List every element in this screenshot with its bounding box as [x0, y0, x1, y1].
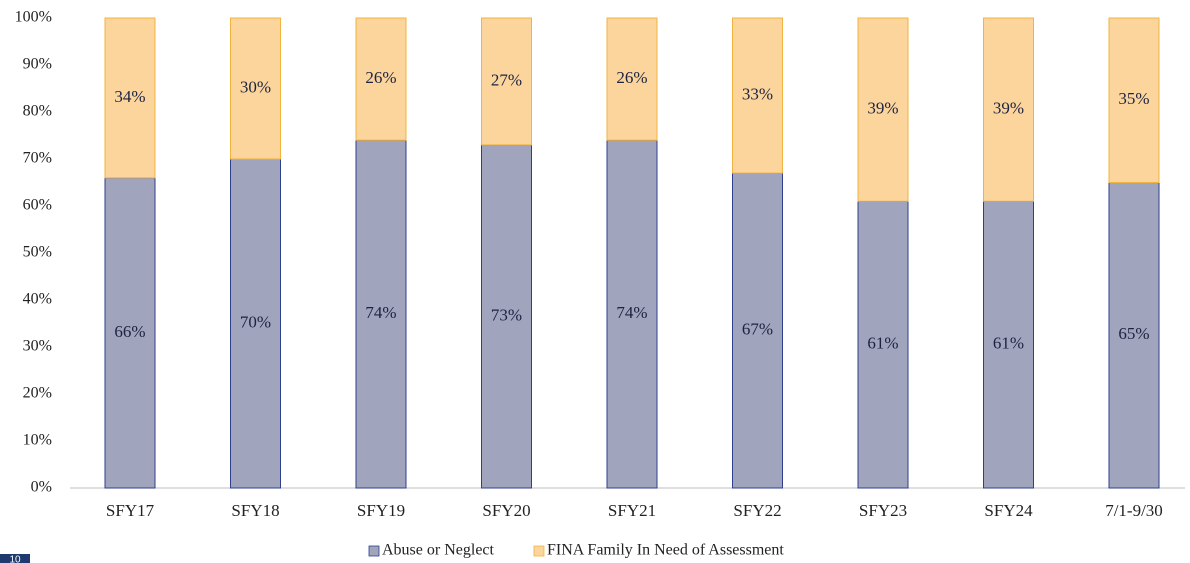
y-tick-label: 0%	[31, 479, 52, 496]
value-label: 70%	[240, 312, 271, 331]
x-tick-label: SFY19	[357, 501, 405, 520]
bar-segment	[732, 172, 783, 489]
x-tick-label: 7/1-9/30	[1105, 501, 1163, 520]
x-tick-label: SFY21	[608, 501, 656, 520]
legend-swatch	[368, 545, 380, 557]
y-tick-label: 90%	[23, 56, 52, 73]
bar-segment	[606, 139, 658, 489]
value-label: 34%	[114, 87, 145, 106]
y-tick-label: 50%	[23, 244, 52, 261]
y-tick-label: 70%	[23, 150, 52, 167]
bar-segment	[355, 17, 407, 141]
bar-segment	[230, 17, 281, 160]
y-tick-label: 80%	[23, 103, 52, 120]
value-label: 61%	[867, 334, 898, 353]
bar-segment	[104, 17, 156, 179]
value-label: 61%	[993, 334, 1024, 353]
bar-segment	[857, 200, 909, 489]
value-label: 74%	[616, 303, 647, 322]
bar-segment	[732, 17, 783, 174]
x-tick-label: SFY20	[482, 501, 530, 520]
bar-segment	[983, 200, 1034, 489]
legend-label: FINA Family In Need of Assessment	[547, 542, 784, 559]
x-tick-label: SFY22	[733, 501, 781, 520]
bar-segment	[1108, 17, 1160, 183]
y-tick-label: 60%	[23, 197, 52, 214]
y-tick-label: 30%	[23, 338, 52, 355]
value-label: 27%	[491, 70, 522, 89]
value-label: 65%	[1118, 324, 1149, 343]
bar-segment	[857, 17, 909, 202]
y-tick-label: 100%	[15, 9, 52, 26]
bar-segment	[606, 17, 658, 141]
bar-segment	[481, 17, 532, 146]
y-tick-label: 10%	[23, 432, 52, 449]
bar-segment	[355, 139, 407, 489]
value-label: 39%	[867, 99, 898, 118]
bar-segment	[983, 17, 1034, 202]
x-tick-label: SFY18	[231, 501, 279, 520]
value-label: 30%	[240, 77, 271, 96]
y-tick-label: 40%	[23, 291, 52, 308]
value-label: 26%	[616, 68, 647, 87]
bar-segment	[481, 144, 532, 489]
value-label: 73%	[491, 305, 522, 324]
value-label: 35%	[1118, 89, 1149, 108]
legend-label: Abuse or Neglect	[382, 542, 495, 559]
page-number: 10	[9, 555, 21, 563]
value-label: 39%	[993, 99, 1024, 118]
value-label: 66%	[114, 322, 145, 341]
legend-swatch	[533, 545, 545, 557]
x-tick-label: SFY23	[859, 501, 907, 520]
value-label: 67%	[742, 319, 773, 338]
x-tick-label: SFY24	[984, 501, 1033, 520]
x-tick-label: SFY17	[106, 501, 155, 520]
y-tick-label: 20%	[23, 385, 52, 402]
value-label: 74%	[365, 303, 396, 322]
value-label: 26%	[365, 68, 396, 87]
value-label: 33%	[742, 84, 773, 103]
page-number-box	[0, 554, 30, 563]
